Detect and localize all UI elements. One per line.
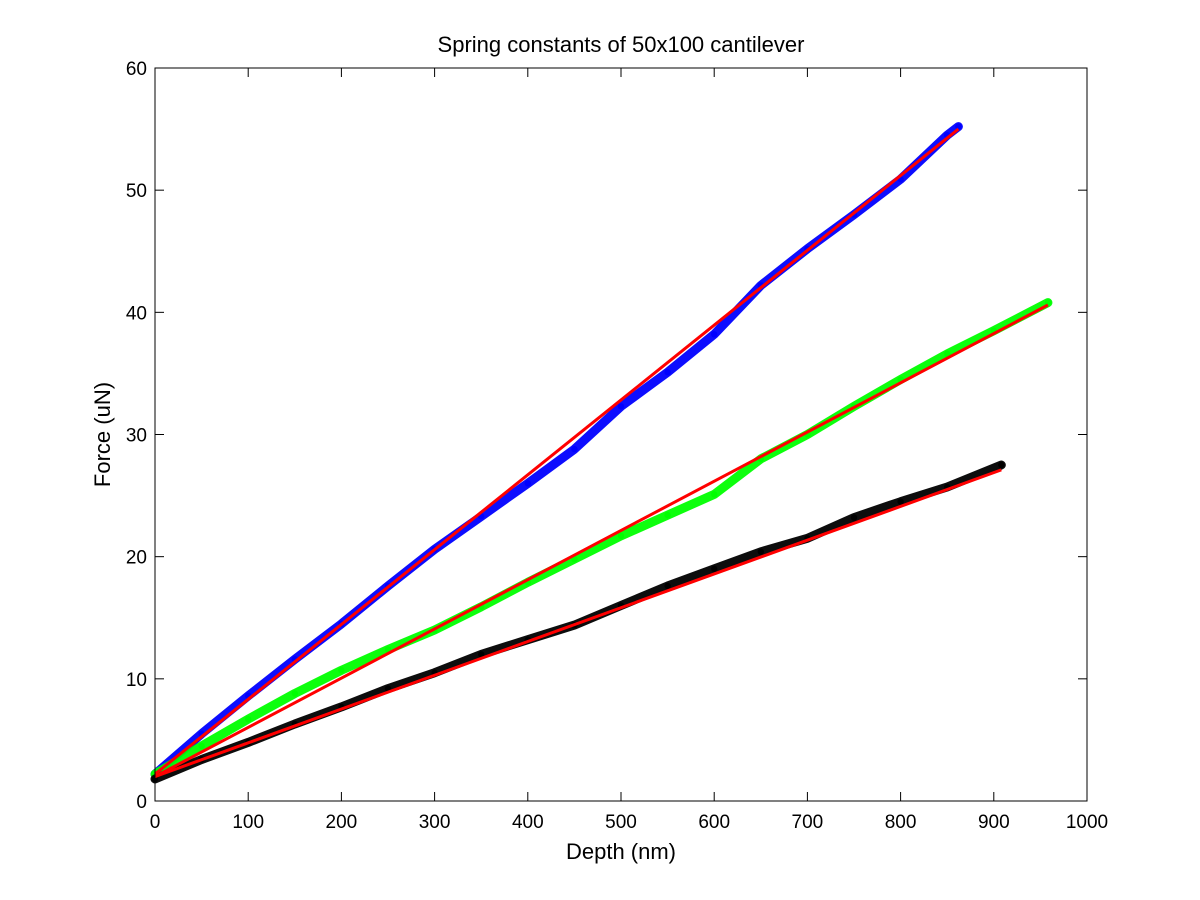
x-tick-label: 800 bbox=[885, 812, 917, 833]
x-tick-label: 100 bbox=[232, 812, 264, 833]
fit-line-3 bbox=[154, 303, 1049, 778]
y-tick-label: 40 bbox=[126, 303, 147, 324]
y-tick-label: 0 bbox=[136, 792, 147, 813]
y-tick-label: 30 bbox=[126, 426, 147, 447]
data-point bbox=[524, 480, 531, 487]
x-tick-label: 600 bbox=[698, 812, 730, 833]
fit-line-5 bbox=[154, 468, 1002, 779]
x-tick-label: 1000 bbox=[1066, 812, 1108, 833]
data-point bbox=[757, 548, 764, 555]
data-point bbox=[897, 498, 904, 505]
x-tick-label: 0 bbox=[150, 812, 161, 833]
ticks-layer: 0 100 200 300 400 500 600 700 800 900 1000 0 10 20 30 4… bbox=[126, 59, 1108, 833]
data-point bbox=[617, 403, 625, 410]
fit-line-1 bbox=[154, 127, 960, 776]
data-point bbox=[664, 368, 671, 376]
data-point bbox=[571, 445, 578, 453]
y-tick-label: 50 bbox=[126, 181, 147, 202]
data-point bbox=[850, 514, 858, 521]
x-tick-label: 500 bbox=[605, 812, 637, 833]
data-point bbox=[245, 715, 252, 723]
y-axis-title: Force (uN) bbox=[90, 382, 115, 487]
y-tick-label: 20 bbox=[126, 548, 147, 569]
x-tick-label: 900 bbox=[978, 812, 1010, 833]
data-point bbox=[198, 742, 205, 750]
series-layer bbox=[150, 122, 1053, 784]
x-tick-label: 300 bbox=[419, 812, 451, 833]
x-tick-label: 700 bbox=[792, 812, 824, 833]
x-tick-label: 400 bbox=[512, 812, 544, 833]
data-point bbox=[1044, 299, 1052, 306]
data-point bbox=[478, 651, 485, 658]
data-point bbox=[664, 511, 671, 519]
data-point bbox=[711, 491, 718, 498]
data-point bbox=[291, 690, 298, 697]
y-tick-label: 60 bbox=[126, 59, 147, 80]
data-point bbox=[338, 667, 345, 674]
plot-area bbox=[155, 68, 1087, 801]
data-point bbox=[617, 532, 625, 540]
data-point bbox=[711, 565, 718, 573]
data-point bbox=[944, 350, 951, 358]
y-tick-label: 10 bbox=[126, 670, 147, 691]
series-band bbox=[150, 298, 1053, 779]
x-axis-title: Depth (nm) bbox=[566, 839, 676, 864]
data-point bbox=[998, 461, 1005, 469]
data-point bbox=[955, 123, 962, 130]
chart-title: Spring constants of 50x100 cantilever bbox=[438, 32, 805, 57]
data-point bbox=[664, 582, 671, 590]
x-tick-label: 200 bbox=[326, 812, 358, 833]
data-point bbox=[711, 331, 718, 338]
